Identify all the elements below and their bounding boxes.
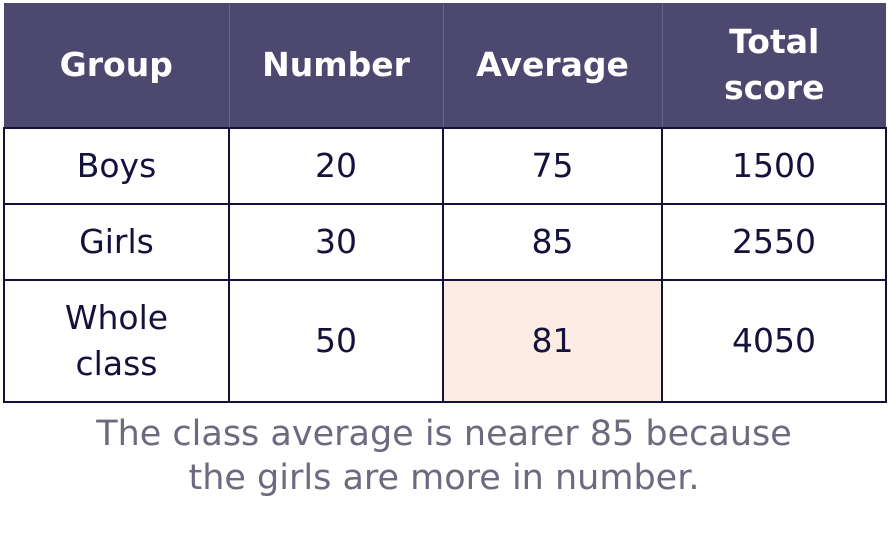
cell: 20 (228, 127, 444, 205)
cell: Whole class (3, 279, 230, 403)
caption: The class average is nearer 85 because t… (0, 412, 888, 500)
cell: 30 (228, 203, 444, 281)
row: Boys 20 75 1500 (3, 127, 887, 205)
cell: 1500 (661, 127, 887, 205)
cell: 50 (228, 279, 444, 403)
header-cell: Average (442, 3, 662, 128)
cell: 75 (442, 127, 663, 205)
cell: 85 (442, 203, 663, 281)
header-cell: Group (4, 3, 229, 128)
caption-line: the girls are more in number. (188, 458, 700, 498)
cell: Girls (3, 203, 230, 281)
highlighted-cell: 81 (442, 279, 663, 403)
cell: Boys (3, 127, 230, 205)
data-table: Group Number Average Total score Boys 20… (3, 3, 887, 403)
row: Whole class 50 81 4050 (3, 279, 887, 403)
header-cell: Number (228, 3, 443, 128)
caption-line: The class average is nearer 85 because (96, 414, 792, 454)
cell: 2550 (661, 203, 887, 281)
cell: 4050 (661, 279, 887, 403)
header-cell: Total score (661, 3, 886, 128)
row: Girls 30 85 2550 (3, 203, 887, 281)
header-row: Group Number Average Total score (4, 3, 886, 128)
